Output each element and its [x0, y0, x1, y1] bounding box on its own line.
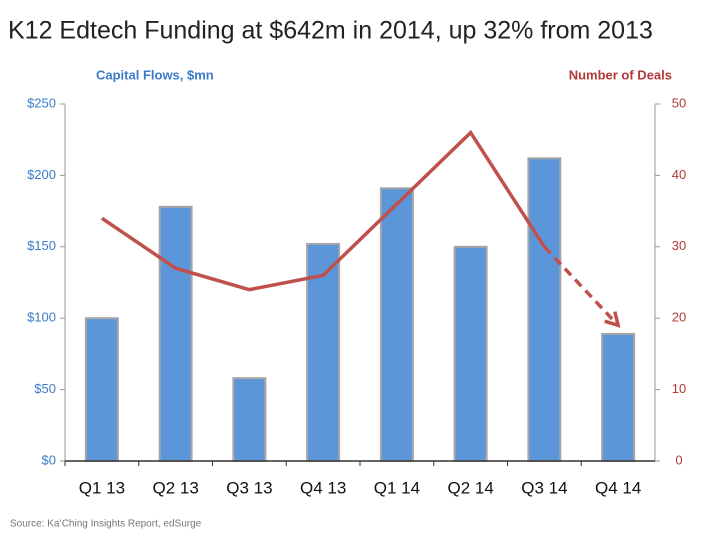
x-tick-label: Q4 14 — [595, 478, 641, 497]
x-tick-label: Q1 14 — [374, 478, 420, 497]
y2-tick-label: 50 — [672, 95, 686, 110]
y-tick-label: $200 — [27, 167, 56, 182]
y2-tick-label: 40 — [672, 167, 686, 182]
x-tick-label: Q2 13 — [152, 478, 198, 497]
bar — [527, 157, 562, 462]
y-axis-title: Capital Flows, $mn — [96, 67, 214, 82]
y-tick-label: $0 — [42, 452, 56, 467]
chart-title: K12 Edtech Funding at $642m in 2014, up … — [8, 17, 653, 45]
y-tick-label: $250 — [27, 95, 56, 110]
dashed-arrow — [543, 245, 621, 328]
line — [100, 129, 546, 292]
source-note: Source: Ka’Ching Insights Report, edSurg… — [10, 519, 202, 530]
y2-tick-label: 30 — [672, 238, 686, 253]
bar — [232, 377, 267, 462]
y-tick-label: $150 — [27, 238, 56, 253]
y-tick-label: $50 — [34, 381, 56, 396]
bar — [84, 317, 119, 463]
bar — [379, 187, 414, 462]
bar — [453, 245, 488, 462]
x-tick-label: Q3 14 — [521, 478, 567, 497]
bar — [158, 205, 193, 462]
x-tick-label: Q2 14 — [447, 478, 493, 497]
bar — [601, 332, 636, 462]
x-tick-label: Q3 13 — [226, 478, 272, 497]
y2-axis-title: Number of Deals — [569, 67, 672, 82]
y2-tick-label: 10 — [672, 381, 686, 396]
y-tick-label: $100 — [27, 310, 56, 325]
x-tick-label: Q4 13 — [300, 478, 346, 497]
y2-tick-label: 20 — [672, 310, 686, 325]
x-tick-label: Q1 13 — [79, 478, 125, 497]
y2-tick-label: 0 — [675, 452, 682, 467]
